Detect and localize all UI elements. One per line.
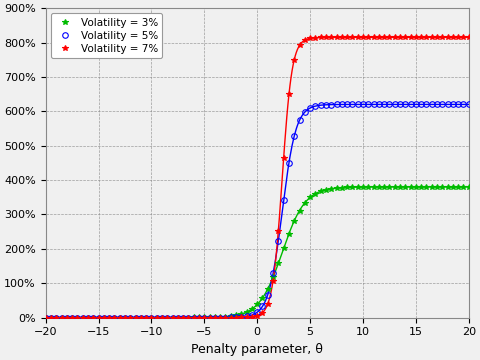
Volatility = 3% [408, 185, 413, 189]
Volatility = 7% [43, 315, 48, 320]
Volatility = 7% [386, 35, 392, 40]
Volatility = 3% [43, 315, 48, 320]
Volatility = 5% [276, 238, 281, 243]
Volatility = 5% [466, 102, 472, 107]
Volatility = 7% [307, 36, 313, 40]
Volatility = 3% [423, 185, 429, 189]
Volatility = 7% [466, 35, 472, 40]
X-axis label: Penalty parameter, θ: Penalty parameter, θ [191, 343, 323, 356]
Line: Volatility = 3%: Volatility = 3% [43, 184, 471, 320]
Line: Volatility = 7%: Volatility = 7% [43, 35, 471, 320]
Volatility = 5% [355, 102, 360, 107]
Volatility = 5% [307, 106, 313, 110]
Volatility = 7% [408, 35, 413, 40]
Volatility = 5% [386, 102, 392, 107]
Volatility = 7% [423, 35, 429, 40]
Volatility = 7% [276, 229, 281, 233]
Volatility = 3% [307, 195, 313, 199]
Line: Volatility = 5%: Volatility = 5% [43, 102, 471, 320]
Volatility = 3% [276, 261, 281, 265]
Volatility = 7% [355, 35, 360, 40]
Volatility = 3% [386, 185, 392, 189]
Volatility = 5% [43, 315, 48, 320]
Volatility = 3% [466, 185, 472, 189]
Volatility = 7% [461, 35, 467, 40]
Volatility = 5% [408, 102, 413, 107]
Volatility = 3% [355, 185, 360, 189]
Volatility = 5% [423, 102, 429, 107]
Legend: Volatility = 3%, Volatility = 5%, Volatility = 7%: Volatility = 3%, Volatility = 5%, Volati… [51, 13, 162, 58]
